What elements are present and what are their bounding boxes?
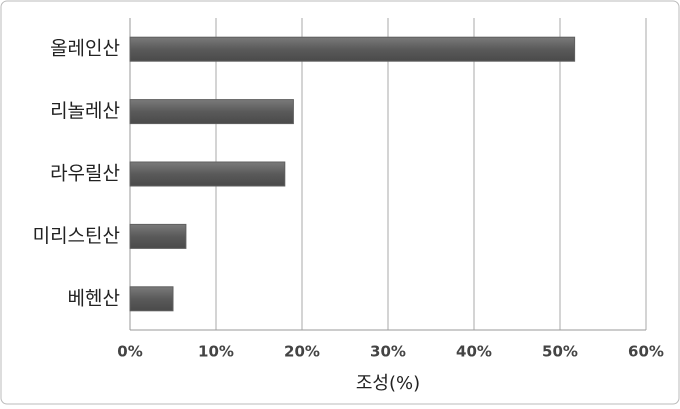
x-tick-label: 20% [284,343,320,361]
y-tick-label: 미리스틴산 [33,225,120,247]
bar [129,36,576,62]
y-tick-label: 리놀레산 [50,100,120,122]
y-tick-label: 베헨산 [68,287,120,309]
bar [129,99,294,125]
x-tick-label: 60% [628,343,664,361]
y-tick-label: 라우릴산 [50,163,120,185]
x-tick-label: 0% [117,343,142,361]
x-tick-label: 40% [456,343,492,361]
x-axis-label: 조성(%) [356,373,420,394]
bar [129,223,187,249]
bar [129,161,286,187]
x-tick-label: 30% [370,343,406,361]
bar [129,286,174,312]
x-tick-label: 10% [198,343,234,361]
y-tick-label: 올레인산 [50,38,120,60]
x-tick-label: 50% [542,343,578,361]
